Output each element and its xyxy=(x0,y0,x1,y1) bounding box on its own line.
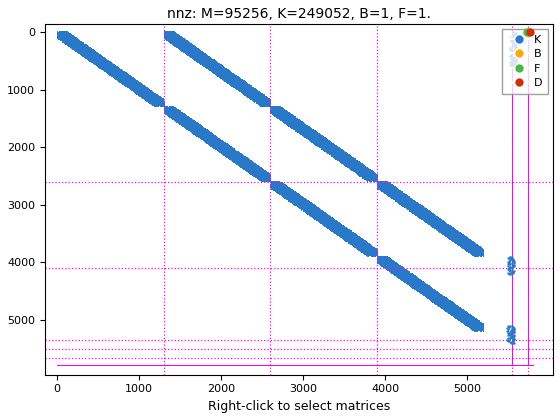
Legend: K, B, F, D: K, B, F, D xyxy=(502,29,548,94)
Title: nnz: M=95256, K=249052, B=1, F=1.: nnz: M=95256, K=249052, B=1, F=1. xyxy=(167,7,431,21)
X-axis label: Right-click to select matrices: Right-click to select matrices xyxy=(208,400,390,413)
